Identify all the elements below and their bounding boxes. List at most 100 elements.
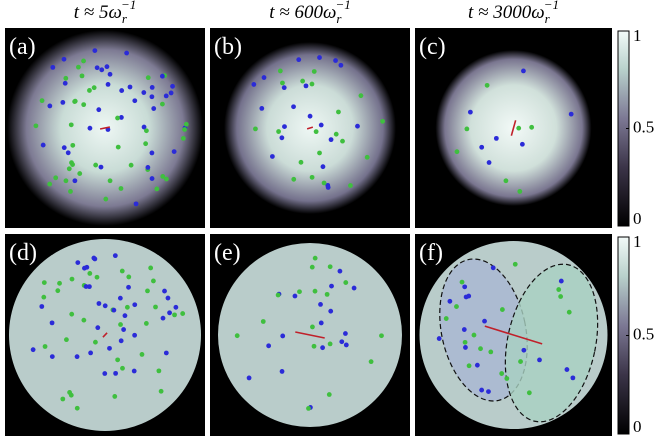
vortex — [81, 102, 86, 107]
vortex — [321, 164, 326, 169]
vortex — [160, 102, 165, 107]
vortex — [328, 264, 333, 269]
colorbar-tick-label: 1 — [633, 232, 642, 251]
vortex — [369, 359, 374, 364]
vortex — [359, 93, 364, 98]
vortex — [266, 343, 271, 348]
vortex — [339, 63, 344, 68]
vortex — [124, 51, 129, 56]
vortex — [310, 265, 315, 270]
vortex — [291, 104, 296, 109]
vortex — [82, 266, 87, 271]
vortex — [558, 294, 563, 299]
vortex — [276, 293, 281, 298]
vortex — [312, 344, 317, 349]
vortex — [338, 269, 343, 274]
vortex — [296, 57, 301, 62]
vortex — [463, 345, 468, 350]
vortex — [310, 82, 315, 87]
vortex — [235, 333, 240, 338]
vortex — [96, 107, 101, 112]
vortex — [63, 76, 68, 81]
vortex — [144, 128, 149, 133]
vortex — [494, 136, 499, 141]
vortex — [251, 82, 256, 87]
vortex — [153, 305, 158, 310]
vortex — [565, 367, 570, 372]
vortex — [88, 350, 93, 355]
vortex — [329, 137, 334, 142]
vortex — [141, 90, 146, 95]
vortex — [460, 280, 465, 285]
vortex — [150, 94, 155, 99]
vortex — [107, 346, 112, 351]
vortex — [60, 100, 65, 105]
vortex — [167, 310, 172, 315]
vortex — [182, 127, 187, 132]
vortex — [69, 312, 74, 317]
vortex — [88, 126, 93, 131]
header-main: t ≈ 5ω — [74, 2, 122, 23]
vortex — [479, 145, 484, 150]
vortex — [297, 289, 302, 294]
vortex — [278, 69, 283, 74]
vortex — [70, 143, 75, 148]
vortex — [169, 91, 174, 96]
vortex — [276, 129, 281, 134]
vortex — [340, 139, 345, 144]
header-sup: −1 — [121, 0, 136, 12]
vortex — [379, 333, 384, 338]
vortex — [487, 160, 492, 165]
vortex — [132, 369, 137, 374]
vortex — [516, 126, 521, 131]
vortex — [145, 165, 150, 170]
vortex — [87, 271, 92, 276]
column-header: t ≈ 600ωr−1 — [269, 0, 350, 26]
vortex — [485, 83, 490, 88]
figure: t ≈ 5ωr−1t ≈ 600ωr−1t ≈ 3000ωr−1(a)(b)(c… — [0, 0, 660, 442]
vortex — [143, 141, 148, 146]
vortex — [118, 296, 123, 301]
vortex — [60, 397, 65, 402]
vortex — [520, 142, 525, 147]
panel-label: (f) — [419, 240, 443, 266]
vortex — [329, 284, 334, 289]
vortex — [125, 305, 130, 310]
vortex — [570, 375, 575, 380]
vortex — [69, 393, 74, 398]
vortex — [95, 65, 100, 70]
vortex — [180, 311, 185, 316]
vortex — [87, 284, 92, 289]
vortex — [455, 149, 460, 154]
colorbar-tick-label: 0.5 — [633, 324, 654, 343]
vortex — [47, 182, 52, 187]
vortex — [50, 320, 55, 325]
vortex — [325, 292, 330, 297]
vortex — [106, 82, 111, 87]
vortex — [280, 81, 285, 86]
vortex — [527, 390, 532, 395]
vortex — [472, 333, 477, 338]
vortex — [115, 116, 120, 121]
vortex — [112, 394, 117, 399]
vortex — [478, 346, 483, 351]
vortex — [173, 305, 178, 310]
vortex — [161, 316, 166, 321]
vortex — [33, 123, 38, 128]
vortex — [464, 126, 469, 131]
vortex — [69, 122, 74, 127]
vortex — [491, 265, 496, 270]
vortex — [318, 302, 323, 307]
vortex — [567, 310, 572, 315]
vortex — [282, 85, 287, 90]
vortex — [259, 106, 264, 111]
vortex — [91, 256, 96, 261]
vortex — [499, 371, 504, 376]
vortex — [63, 81, 68, 86]
vortex — [62, 145, 67, 150]
vortex — [365, 155, 370, 160]
vortex — [344, 343, 349, 348]
vortex — [521, 69, 526, 74]
vortex — [50, 354, 55, 359]
header-main: t ≈ 3000ω — [468, 2, 545, 23]
